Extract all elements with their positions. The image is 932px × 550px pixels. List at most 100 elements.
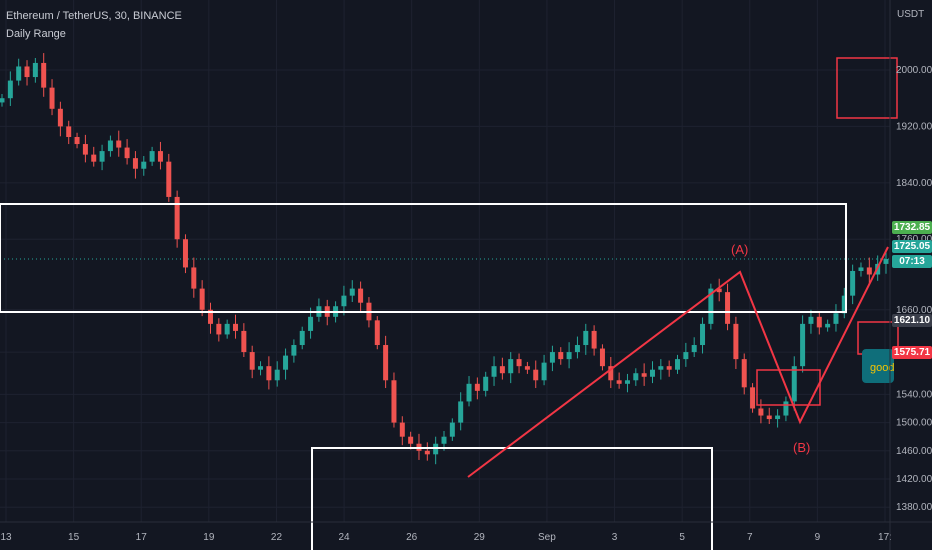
candle-body (683, 352, 689, 360)
candle-body (91, 154, 97, 162)
candle-body (591, 330, 597, 349)
candle-body (808, 316, 814, 324)
low-price-badge: 1575.71 (892, 346, 932, 359)
candle-body (758, 408, 764, 416)
candle-body (508, 359, 514, 374)
resistance-zone-box[interactable] (0, 203, 847, 313)
candle-body (616, 380, 622, 384)
current-price-badge: 1725.05 (892, 240, 932, 253)
candle-body (641, 373, 647, 377)
candle-body (157, 151, 163, 162)
candle-body (516, 359, 522, 367)
candle-body (491, 366, 497, 377)
marker-price-badge: 1621.10 (892, 314, 932, 327)
candles (0, 53, 890, 465)
candle-body (599, 348, 605, 367)
candle-body (775, 415, 781, 420)
candle-body (374, 320, 380, 346)
candle-body (266, 366, 272, 381)
note-bubble[interactable] (862, 349, 894, 383)
candle-body (24, 66, 30, 78)
candle-body (675, 359, 681, 370)
symbol-title: Ethereum / TetherUS, 30, BINANCE (6, 10, 182, 22)
demand-zone-box[interactable] (756, 369, 821, 406)
candle-body (800, 323, 806, 367)
candle-body (424, 450, 430, 455)
x-tick-label: 26 (406, 532, 418, 543)
y-tick-label: 1500.00 (896, 418, 932, 429)
x-tick-label: 17: (878, 532, 892, 543)
candle-body (883, 258, 889, 264)
candle-body (107, 140, 113, 152)
x-tick-label: 29 (474, 532, 486, 543)
last-price-badge: 1732.85 (892, 221, 932, 234)
candle-body (207, 309, 213, 324)
candle-body (391, 380, 397, 423)
support-zone-box[interactable] (311, 447, 713, 550)
target-zone-box[interactable] (836, 57, 898, 119)
candle-body (57, 108, 63, 127)
candle-body (341, 295, 347, 307)
candle-body (658, 366, 664, 370)
y-tick-label: 1540.00 (896, 389, 932, 400)
x-tick-label: 7 (747, 532, 753, 543)
x-tick-label: 9 (815, 532, 821, 543)
elliott-wave-lines[interactable] (467, 246, 889, 478)
candle-body (49, 87, 55, 109)
candle-body (633, 373, 639, 381)
candle-body (791, 366, 797, 402)
candle-body (449, 422, 455, 437)
candle-body (866, 267, 872, 275)
candle-body (558, 352, 564, 360)
y-tick-label: 1840.00 (896, 178, 932, 189)
candle-body (199, 288, 205, 310)
candle-body (850, 270, 856, 296)
candle-body (649, 369, 655, 377)
x-tick-label: 24 (339, 532, 351, 543)
x-tick-label: Sep (538, 532, 556, 543)
drawings[interactable]: (A) (B) good (0, 57, 899, 550)
candle-body (541, 362, 547, 381)
candle-body (99, 151, 105, 162)
x-tick-label: 3 (612, 532, 618, 543)
candle-body (0, 98, 5, 103)
x-tick-label: 19 (203, 532, 215, 543)
y-tick-label: 1460.00 (896, 446, 932, 457)
candle-body (224, 323, 230, 335)
candle-body (308, 316, 314, 331)
candle-body (358, 288, 364, 303)
candle-body (258, 366, 264, 370)
candle-body (249, 352, 255, 370)
candle-body (191, 267, 197, 289)
candle-body (816, 316, 822, 328)
candle-body (124, 147, 130, 159)
candle-body (725, 292, 731, 324)
candle-body (624, 380, 630, 384)
y-tick-label: 1380.00 (896, 502, 932, 513)
candle-body (833, 313, 839, 324)
y-tick-label: 1920.00 (896, 121, 932, 132)
candle-body (166, 161, 172, 197)
countdown-badge: 07:13 (892, 255, 932, 268)
x-tick-label: 13 (0, 532, 12, 543)
candle-body (7, 80, 13, 99)
candle-body (16, 66, 22, 81)
candle-body (783, 401, 789, 416)
candle-body (399, 422, 405, 437)
candle-body (608, 366, 614, 381)
y-axis-unit: USDT (897, 9, 924, 20)
candle-body (466, 383, 472, 402)
candle-body (841, 295, 847, 314)
candle-body (574, 345, 580, 353)
candle-body (441, 436, 447, 444)
candle-body (474, 383, 480, 391)
y-tick-label: 1760.00 (896, 234, 932, 245)
candle-body (499, 366, 505, 374)
candle-body (132, 158, 138, 169)
candle-body (458, 401, 464, 423)
candle-body (216, 323, 222, 335)
candle-body (433, 443, 439, 455)
